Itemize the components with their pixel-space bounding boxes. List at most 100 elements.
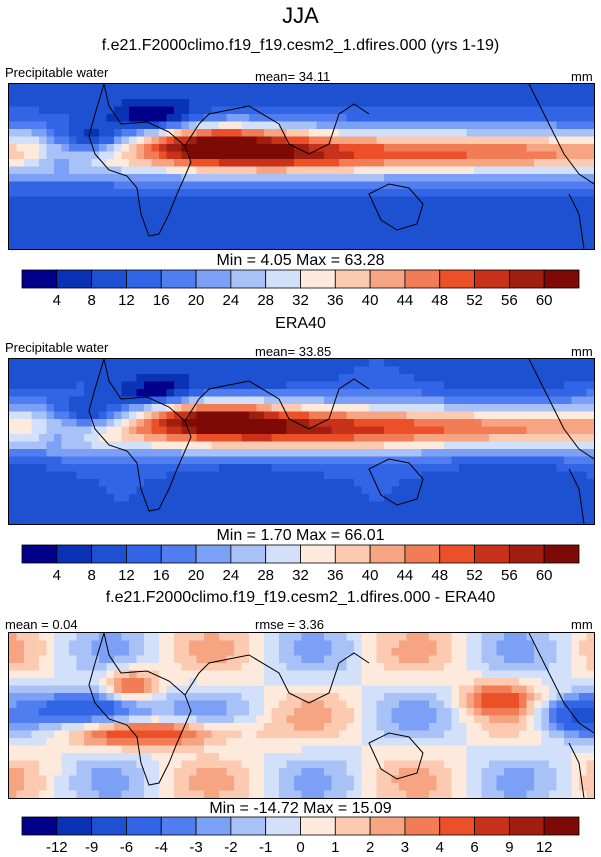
panel-2-map-cell bbox=[534, 464, 543, 473]
panel-2-title: ERA40 bbox=[275, 315, 326, 332]
panel-3-map-cell bbox=[301, 715, 310, 724]
panel-2-map-cell bbox=[369, 486, 378, 495]
panel-2-map-cell bbox=[459, 471, 468, 480]
panel-1-map-cell bbox=[489, 91, 498, 100]
panel-3-map-cell bbox=[39, 745, 48, 754]
panel-1-map-cell bbox=[309, 234, 318, 243]
panel-3-map-cell bbox=[361, 663, 370, 672]
panel-3-map-cell bbox=[309, 738, 318, 747]
panel-3-map-cell bbox=[249, 685, 258, 694]
panel-1-map-cell bbox=[294, 114, 303, 123]
panel-3-map-cell bbox=[196, 753, 205, 762]
panel-2-map-cell bbox=[286, 486, 295, 495]
panel-2-map-cell bbox=[354, 494, 363, 503]
panel-3-map-cell bbox=[399, 768, 408, 777]
panel-3-map-cell bbox=[429, 723, 438, 732]
panel-1-map-cell bbox=[99, 99, 108, 108]
panel-3-map-cell bbox=[534, 678, 543, 687]
panel-1-map-cell bbox=[39, 234, 48, 243]
panel-2-map-cell bbox=[504, 456, 513, 465]
panel-2-map-cell bbox=[414, 501, 423, 510]
panel-1-map-cell bbox=[204, 129, 213, 138]
panel-3-map-cell bbox=[54, 723, 63, 732]
panel-1-map-cell bbox=[316, 234, 325, 243]
panel-3-map-cell bbox=[429, 633, 438, 642]
panel-1-map-cell bbox=[16, 219, 25, 228]
panel-1-map-cell bbox=[429, 84, 438, 93]
panel-1-map-cell bbox=[189, 159, 198, 168]
panel-3-map-cell bbox=[391, 700, 400, 709]
panel-2-map-cell bbox=[234, 411, 243, 420]
panel-1-map-cell bbox=[129, 144, 138, 153]
panel-2-map-cell bbox=[324, 389, 333, 398]
panel-3-map-cell bbox=[256, 663, 265, 672]
panel-1-map-cell bbox=[249, 144, 258, 153]
panel-1-map-cell bbox=[534, 84, 543, 93]
panel-2-map-cell bbox=[136, 419, 145, 428]
panel-3-map-cell bbox=[84, 700, 93, 709]
panel-1-map-cell bbox=[384, 174, 393, 183]
panel-2-map-cell bbox=[324, 479, 333, 488]
panel-3-map-cell bbox=[166, 648, 175, 657]
panel-1-map-cell bbox=[54, 174, 63, 183]
panel-1-map-cell bbox=[579, 114, 588, 123]
panel-1-map-cell bbox=[376, 241, 385, 249]
panel-1-map-cell bbox=[286, 174, 295, 183]
panel-3-map-cell bbox=[421, 693, 430, 702]
panel-1-map-cell bbox=[346, 106, 355, 115]
panel-1-map-cell bbox=[129, 226, 138, 235]
panel-2-map-cell bbox=[249, 411, 258, 420]
panel-2-map-cell bbox=[339, 449, 348, 458]
panel-2-map-cell bbox=[376, 434, 385, 443]
panel-1-map-cell bbox=[504, 211, 513, 220]
panel-2-map-cell bbox=[526, 464, 535, 473]
panel-3-map-cell bbox=[519, 663, 528, 672]
panel-2-map-cell bbox=[144, 374, 153, 383]
panel-2-map-cell bbox=[436, 494, 445, 503]
panel-3-map-cell bbox=[121, 685, 130, 694]
panel-2-map-cell bbox=[69, 486, 78, 495]
panel-3-map-cell bbox=[91, 768, 100, 777]
panel-1-map-cell bbox=[571, 234, 580, 243]
panel-2-map-cell bbox=[504, 516, 513, 524]
panel-3-map-cell bbox=[436, 640, 445, 649]
panel-1-map-cell bbox=[474, 226, 483, 235]
panel-2-map-cell bbox=[249, 516, 258, 524]
panel-1-map-cell bbox=[504, 144, 513, 153]
panel-2-map-cell bbox=[204, 404, 213, 413]
panel-3-map-cell bbox=[31, 760, 40, 769]
panel-3-map-cell bbox=[196, 670, 205, 679]
panel-2-map-cell bbox=[106, 456, 115, 465]
panel-3-map-cell bbox=[331, 640, 340, 649]
panel-1-map-cell bbox=[399, 219, 408, 228]
panel-3-map-cell bbox=[16, 723, 25, 732]
panel-3-map-cell bbox=[534, 760, 543, 769]
panel-1-map-cell bbox=[511, 234, 520, 243]
panel-2-map-cell bbox=[414, 494, 423, 503]
panel-2-map-cell bbox=[511, 441, 520, 450]
panel-2-map-cell bbox=[234, 509, 243, 518]
panel-2-map-cell bbox=[571, 501, 580, 510]
panel-2-map-cell bbox=[16, 366, 25, 375]
panel-1-map-cell bbox=[549, 159, 558, 168]
panel-1-map-cell bbox=[241, 151, 250, 160]
panel-2-map-cell bbox=[279, 411, 288, 420]
panel-2-map-cell bbox=[76, 441, 85, 450]
panel-1-map-cell bbox=[84, 241, 93, 249]
panel-1-map-cell bbox=[31, 241, 40, 249]
panel-3-map-cell bbox=[534, 730, 543, 739]
panel-2-map-cell bbox=[549, 419, 558, 428]
panel-2-map-cell bbox=[159, 359, 168, 368]
panel-2-map-cell bbox=[9, 404, 18, 413]
panel-1-map-cell bbox=[369, 241, 378, 249]
panel-2-map-cell bbox=[174, 366, 183, 375]
panel-2-map-cell bbox=[226, 441, 235, 450]
panel-1-map-cell bbox=[474, 219, 483, 228]
panel-1-map-cell bbox=[144, 136, 153, 145]
panel-3-map-cell bbox=[331, 655, 340, 664]
panel-1-map-cell bbox=[556, 91, 565, 100]
panel-1-map-cell bbox=[466, 121, 475, 130]
panel-3-map-cell bbox=[399, 685, 408, 694]
panel-2-map-cell bbox=[114, 509, 123, 518]
panel-2-map-cell bbox=[459, 479, 468, 488]
